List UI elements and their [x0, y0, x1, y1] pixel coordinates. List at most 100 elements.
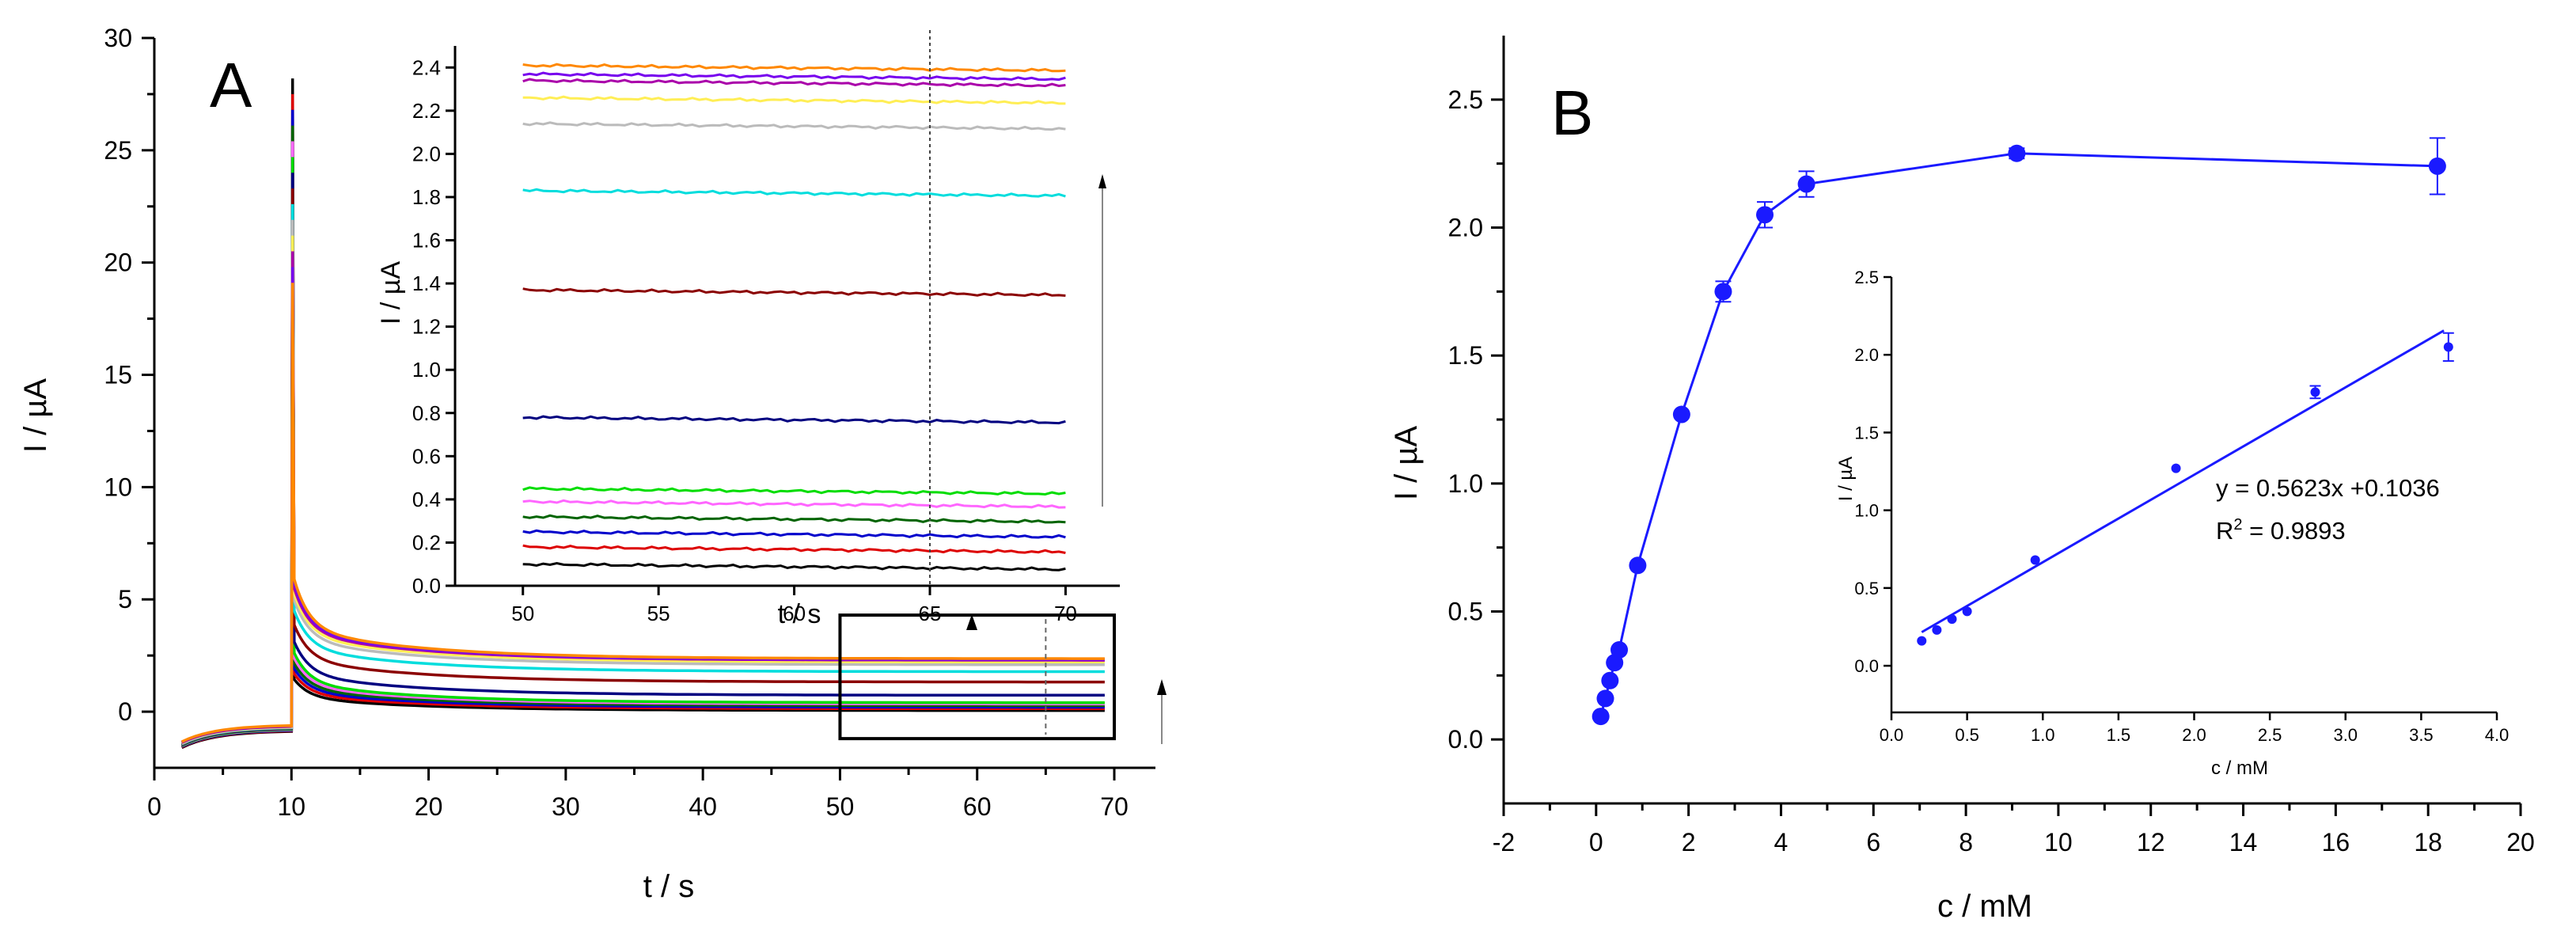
- panel-a-inset-y-tick-label: 1.4: [412, 272, 441, 295]
- panel-b-inset-data-point: [2443, 342, 2453, 352]
- inset-series-10: [522, 121, 1066, 131]
- panel-a-inset-x-tick-label: 50: [511, 602, 534, 625]
- panel-b-inset-x-tick-label: 3.5: [2409, 725, 2434, 745]
- inset-series-1: [522, 561, 1066, 572]
- panel-a-inset-axes: 50 55 60 65 70 0.0 0.2 0.4 0.6 0.8 1.0 1.2 1.4 1.6 1.8…: [412, 30, 1120, 625]
- panel-a-inset-y-tick-label: 0.0: [412, 574, 441, 598]
- series-6-transient: [180, 157, 1105, 747]
- panel-b-inset-x-axis-label: c / mM: [2211, 758, 2268, 779]
- series-14-transient: [180, 283, 1105, 743]
- panel-a-inset-x-tick-label: 70: [1054, 602, 1077, 625]
- inset-series-3: [522, 529, 1066, 539]
- panel-a-y-tick-label: 30: [104, 24, 132, 52]
- panel-b-chart: -2 0 2 4 6 8 10 12 14 16 18 200.00.51.01.52.02.5 B …: [1389, 36, 2535, 924]
- panel-a-inset-x-tick-label: 60: [783, 602, 806, 625]
- panel-a-inset-y-tick-label: 2.2: [412, 99, 441, 123]
- panel-a-x-tick-label: 70: [1100, 792, 1129, 821]
- panel-b-label: B: [1551, 78, 1593, 148]
- series-11-transient: [180, 235, 1105, 745]
- panel-b-inset-y-tick-label: 0.0: [1854, 656, 1879, 676]
- inset-series-8: [522, 287, 1066, 298]
- inset-series-12: [522, 78, 1066, 88]
- series-4-transient: [180, 125, 1105, 748]
- panel-b-inset-x-tick-label: 2.0: [2182, 725, 2206, 745]
- panel-a-x-tick-label: 30: [552, 792, 580, 821]
- panel-b-inset-x-tick-label: 1.0: [2031, 725, 2055, 745]
- panel-b-y-tick-label: 0.5: [1448, 598, 1483, 626]
- panel-b-inset-y-tick-label: 2.0: [1854, 345, 1879, 365]
- panel-a-inset-chart: 50 55 60 65 70 0.0 0.2 0.4 0.6 0.8 1.0 1.2 1.4 1.6 1.8…: [376, 30, 1120, 629]
- panel-a-inset-y-axis-label: I / µA: [376, 261, 406, 325]
- panel-b-x-tick-label: 8: [1959, 828, 1973, 856]
- panel-b-inset-y-tick-label: 1.5: [1854, 423, 1879, 442]
- panel-a-inset-y-tick-label: 1.2: [412, 315, 441, 339]
- panel-b-x-tick-label: 16: [2322, 828, 2350, 856]
- panel-b-inset-data-point: [2171, 463, 2181, 473]
- panel-b-x-tick-label: 18: [2414, 828, 2442, 856]
- panel-a-inset-x-tick-label: 55: [647, 602, 670, 625]
- panel-a-x-tick-label: 10: [277, 792, 305, 821]
- linear-fit-line: [1921, 329, 2445, 633]
- zoom-region-box: [838, 613, 1117, 741]
- panel-b-x-axis-label: c / mM: [1937, 889, 2032, 924]
- inset-series-9: [522, 188, 1066, 198]
- increase-arrow-head: [1157, 679, 1167, 695]
- inset-increase-arrow-head: [1098, 174, 1106, 188]
- panel-a-inset-y-tick-label: 2.4: [412, 55, 441, 79]
- inset-series-6: [522, 486, 1066, 496]
- panel-a-inset-x-axis-label: t / s: [778, 599, 821, 629]
- panel-b-x-tick-label: 10: [2044, 828, 2073, 856]
- panel-b-y-tick-label: 0.0: [1448, 725, 1483, 754]
- panel-b-x-tick-label: -2: [1493, 828, 1515, 856]
- panel-a-y-tick-label: 10: [104, 473, 132, 501]
- panel-b-data-point: [1714, 283, 1732, 301]
- r-squared-exponent: 2: [2233, 516, 2242, 534]
- series-1-transient: [180, 78, 1105, 750]
- panel-b-inset-y-tick-label: 0.5: [1854, 579, 1879, 598]
- panel-a-curves: [180, 78, 1105, 750]
- panel-b-inset-x-tick-label: 2.5: [2258, 725, 2282, 745]
- panel-a-inset-y-tick-label: 0.4: [412, 488, 441, 511]
- series-8-transient: [180, 188, 1105, 746]
- inset-series-5: [522, 499, 1066, 509]
- panel-b-data-point: [2008, 144, 2026, 162]
- panel-a-y-tick-label: 5: [118, 585, 132, 613]
- r-squared: R2 = 0.9893: [2216, 516, 2346, 545]
- panel-a-y-tick-label: 25: [104, 136, 132, 165]
- series-9-transient: [180, 203, 1105, 746]
- series-5-transient: [180, 141, 1105, 747]
- panel-b-inset-data-point: [1917, 636, 1927, 646]
- panel-a-label: A: [210, 50, 252, 120]
- r-squared-symbol: R: [2216, 517, 2233, 545]
- panel-b-x-tick-label: 4: [1774, 828, 1789, 856]
- panel-b-y-tick-label: 1.5: [1448, 341, 1483, 370]
- panel-b-inset-y-tick-label: 2.5: [1854, 268, 1879, 287]
- inset-series-4: [522, 514, 1066, 524]
- panel-b-inset-data-point: [2310, 387, 2320, 397]
- panel-b-x-tick-label: 12: [2137, 828, 2165, 856]
- inset-series-2: [522, 544, 1066, 554]
- panel-b-inset-x-tick-label: 0.0: [1880, 725, 1904, 745]
- panel-b-data-point: [2428, 157, 2446, 175]
- panel-a-chart: 0 10 20 30 40 50 60 70 0 5 10 15 20 25 30 A t / s I / …: [18, 24, 1167, 904]
- panel-b-data-point: [1610, 641, 1629, 659]
- panel-b-x-tick-label: 0: [1589, 828, 1603, 856]
- panel-a-x-tick-label: 40: [689, 792, 717, 821]
- panel-b-inset-x-tick-label: 3.0: [2333, 725, 2358, 745]
- inset-series-14: [522, 63, 1066, 73]
- panel-b-inset-x-tick-label: 0.5: [1955, 725, 1979, 745]
- panel-b-x-tick-label: 20: [2506, 828, 2535, 856]
- inset-series-13: [522, 71, 1066, 82]
- panel-b-data-point: [1592, 708, 1610, 726]
- panel-b-inset-data-point: [1947, 614, 1957, 625]
- panel-b-data-point: [1629, 556, 1647, 575]
- panel-b-data-point: [1596, 689, 1614, 708]
- panel-a-axes: 0 10 20 30 40 50 60 70 0 5 10 15 20 25 30: [104, 24, 1167, 821]
- inset-series-11: [522, 95, 1066, 105]
- r-squared-value: = 0.9893: [2243, 517, 2346, 545]
- panel-b-series-line: [1599, 152, 2438, 717]
- panel-b-data-point: [1797, 175, 1815, 193]
- panel-b-data-point: [1601, 671, 1619, 689]
- panel-a-inset-y-tick-label: 0.6: [412, 444, 441, 468]
- panel-a-inset-y-tick-label: 1.8: [412, 185, 441, 209]
